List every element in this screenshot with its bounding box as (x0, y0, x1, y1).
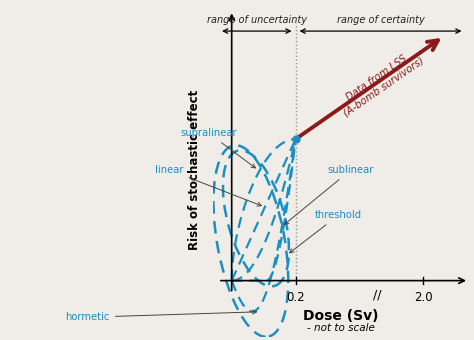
Text: supralinear: supralinear (181, 128, 255, 168)
Text: - not to scale: - not to scale (307, 323, 375, 333)
Text: //: // (374, 288, 382, 301)
Text: sublinear: sublinear (284, 165, 374, 224)
Text: Risk of stochastic effect: Risk of stochastic effect (188, 90, 201, 250)
Text: 0.2: 0.2 (286, 291, 305, 304)
Text: range of uncertainty: range of uncertainty (207, 15, 307, 24)
Text: hormetic: hormetic (65, 310, 256, 322)
Text: threshold: threshold (290, 210, 362, 253)
Text: range of certainty: range of certainty (337, 15, 424, 24)
Text: Data from LSS
(A-bomb survivors): Data from LSS (A-bomb survivors) (335, 46, 425, 119)
Text: Dose (Sv): Dose (Sv) (303, 309, 379, 323)
Text: linear: linear (155, 165, 261, 206)
Text: 2.0: 2.0 (414, 291, 433, 304)
